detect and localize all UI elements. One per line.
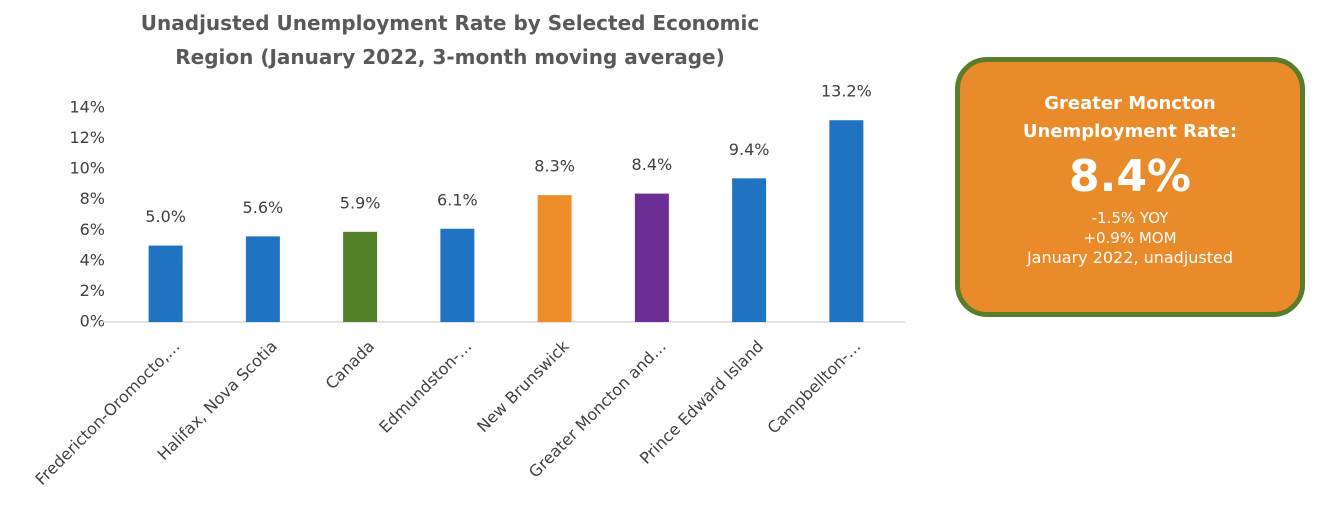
bar [148, 245, 183, 322]
bar [537, 195, 572, 322]
y-tick-label: 6% [80, 220, 105, 239]
bar [245, 236, 280, 322]
callout-yoy: -1.5% YOY [1091, 209, 1169, 227]
bar [829, 120, 864, 322]
value-label: 5.6% [243, 198, 284, 217]
callout-note: January 2022, unadjusted [1026, 248, 1234, 267]
bar [634, 193, 669, 322]
x-tick-label: New Brunswick [473, 336, 573, 436]
x-tick-label: Fredericton-Oromocto,… [31, 337, 183, 489]
bar [732, 178, 767, 322]
y-tick-label: 4% [80, 250, 105, 269]
value-label: 6.1% [437, 190, 478, 209]
bar [343, 231, 378, 322]
y-tick-label: 8% [80, 189, 105, 208]
bar [440, 228, 475, 322]
x-tick-label: Edmundston-… [375, 337, 475, 437]
value-label: 13.2% [821, 82, 872, 101]
x-tick-label: Canada [322, 337, 378, 393]
chart: 0% 2% 4% 6% 8% 10% 12% 14% Fredericton-Oromocto,… [31, 82, 905, 489]
callout: Greater Moncton Unemployment Rate: 8.4% … [955, 57, 1305, 317]
y-tick-label: 10% [69, 159, 105, 178]
value-label: 8.4% [632, 155, 673, 174]
value-label: 8.3% [534, 157, 575, 176]
callout-mom: +0.9% MOM [1083, 229, 1177, 247]
callout-value: 8.4% [1068, 151, 1192, 202]
y-tick-label: 14% [69, 98, 105, 117]
x-tick-label: Campbellton-… [764, 337, 865, 438]
callout-title: Greater Moncton Unemployment Rate: [1022, 93, 1238, 142]
y-tick-label: 0% [80, 312, 105, 331]
value-label: 5.0% [145, 207, 186, 226]
value-label: 5.9% [340, 193, 381, 212]
value-label: 9.4% [729, 140, 770, 159]
y-tick-label: 12% [69, 128, 105, 147]
y-tick-label: 2% [80, 281, 105, 300]
chart-title: Unadjusted Unemployment Rate by Selected… [140, 11, 760, 69]
